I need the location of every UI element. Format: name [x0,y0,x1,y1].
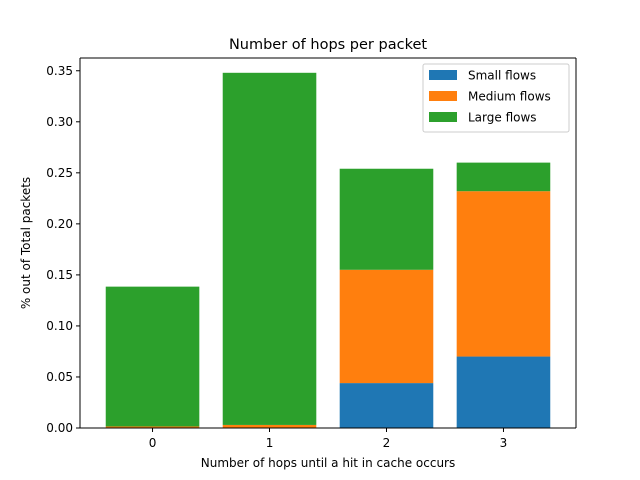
bar-2-series-2 [339,168,434,270]
legend-label-2: Large flows [468,111,537,125]
y-axis-title: % out of Total packets [19,177,33,309]
bar-0-series-2 [105,286,200,427]
legend: Small flows Medium flows Large flows [422,63,570,133]
y-tick-label: 0.20 [46,217,73,231]
bar-1-series-2 [222,72,317,425]
y-tick-label: 0.30 [46,115,73,129]
chart-title: Number of hops per packet [229,37,427,53]
y-tick-label: 0.00 [46,421,73,435]
x-tick-label: 2 [383,436,391,450]
legend-box [422,63,570,133]
x-tick-label: 3 [500,436,508,450]
x-tick-label: 0 [149,436,157,450]
bars-layer [105,72,551,428]
legend-label-0: Small flows [468,69,536,83]
bar-3-series-0 [456,356,551,428]
legend-swatch-2 [429,112,457,122]
bar-0-series-1 [105,426,200,428]
y-tick-label: 0.25 [46,166,73,180]
legend-items: Small flows Medium flows Large flows [429,69,551,125]
plot-frame [79,57,577,429]
x-axis-ticks: 0 1 2 3 [149,428,508,450]
bar-3-series-2 [456,162,551,192]
y-tick-label: 0.35 [46,64,73,78]
legend-swatch-1 [429,91,457,101]
bar-2-series-0 [339,383,434,428]
legend-swatch-0 [429,70,457,80]
x-axis-title: Number of hops until a hit in cache occu… [201,456,456,470]
y-tick-label: 0.10 [46,319,73,333]
bar-1-series-1 [222,424,317,428]
y-axis-ticks: 0.00 0.05 0.10 0.15 0.20 0.25 0.30 0.35 [46,64,80,435]
y-tick-label: 0.05 [46,370,73,384]
bar-3-series-1 [456,191,551,357]
y-tick-label: 0.15 [46,268,73,282]
bar-2-series-1 [339,269,434,384]
x-tick-label: 1 [266,436,274,450]
legend-label-1: Medium flows [468,90,551,104]
